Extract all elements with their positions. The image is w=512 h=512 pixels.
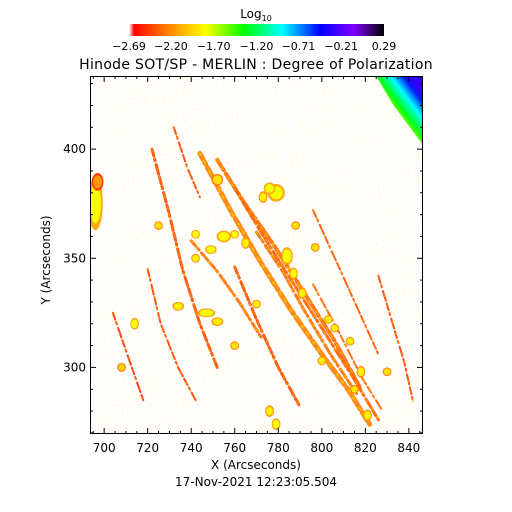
- polarization-patch: [231, 230, 238, 238]
- polarization-strand: [312, 283, 384, 413]
- polarization-patch: [253, 300, 260, 308]
- polarization-strand-core: [234, 266, 301, 408]
- polarization-patch: [212, 318, 222, 325]
- polarization-patch: [292, 222, 299, 229]
- polarization-patch: [312, 244, 319, 251]
- polarization-patch: [318, 357, 326, 365]
- polarization-strand-core: [147, 268, 197, 401]
- polarization-patch: [259, 192, 267, 202]
- colorbar-tick-label: −0.71: [282, 40, 316, 53]
- polarization-patch: [331, 324, 339, 332]
- x-tick-label: 760: [223, 441, 246, 455]
- timestamp: 17-Nov-2021 12:23:05.504: [175, 475, 337, 489]
- polarization-strand: [312, 209, 380, 356]
- x-tick-label: 780: [267, 441, 290, 455]
- x-axis: 700 720 740 760 780 800 820 840: [93, 76, 420, 455]
- y-axis: 300 350 400: [63, 83, 423, 434]
- polarization-strand-core: [198, 152, 371, 426]
- polarization-patch: [242, 238, 249, 248]
- polarization-patch: [192, 255, 199, 262]
- y-tick-label: 400: [63, 142, 86, 156]
- polarization-patch: [357, 367, 365, 377]
- polarization-strand-core: [173, 126, 201, 198]
- polarization-patch: [192, 230, 199, 238]
- heatmap-panel: [90, 76, 423, 434]
- colorbar-tick-label: −1.70: [197, 40, 231, 53]
- polarization-patch: [325, 316, 332, 323]
- polarization-patch: [298, 288, 306, 298]
- colorbar-tick-label: −1.20: [240, 40, 274, 53]
- polarization-patch: [282, 249, 292, 263]
- polarization-patch: [118, 364, 125, 371]
- polarization-patch: [155, 222, 162, 229]
- x-tick-label: 820: [354, 441, 377, 455]
- colorbar-label-subscript: 10: [262, 14, 272, 23]
- chart-title: Hinode SOT/SP - MERLIN : Degree of Polar…: [79, 57, 433, 73]
- polarization-patch: [364, 411, 371, 420]
- colorbar-tick-label: −2.69: [112, 40, 146, 53]
- polarization-strand: [111, 311, 145, 402]
- x-axis-label: X (Arcseconds): [211, 458, 301, 472]
- colorbar-tick-label: −0.21: [324, 40, 358, 53]
- y-axis-label: Y (Arcseconds): [39, 215, 53, 305]
- x-tick-label: 800: [310, 441, 333, 455]
- x-tick-label: 840: [397, 441, 420, 455]
- polarization-patch: [131, 319, 138, 329]
- polarization-patch: [351, 385, 358, 393]
- polarization-patch: [199, 309, 213, 317]
- limb-region: [376, 76, 423, 145]
- y-tick-label: 350: [63, 251, 86, 265]
- x-tick-label: 700: [93, 441, 116, 455]
- polarization-patch: [218, 232, 230, 241]
- colorbar-gradient: [129, 24, 384, 36]
- polarization-patch: [266, 406, 273, 416]
- colorbar-label: Log10: [240, 7, 272, 23]
- polarization-strand-core: [234, 187, 379, 421]
- polarization-patch: [231, 342, 238, 349]
- colorbar-ticks: −2.69 −2.20 −1.70 −1.20 −0.71 −0.21 0.29: [112, 40, 396, 53]
- colorbar-label-prefix: Log: [240, 7, 261, 21]
- colorbar-tick-label: −2.20: [154, 40, 188, 53]
- polarization-strand-core: [255, 231, 358, 395]
- polarization-strand-core: [377, 275, 414, 403]
- polarization-strand: [150, 147, 219, 369]
- colorbar-tick-label: 0.29: [372, 40, 397, 53]
- x-tick-label: 720: [136, 441, 159, 455]
- polarization-patch: [290, 269, 297, 278]
- polarization-patch: [265, 184, 274, 193]
- polarization-patch: [346, 337, 354, 345]
- y-tick-label: 300: [63, 360, 86, 374]
- polarization-patch: [212, 175, 222, 185]
- polarization-patch: [90, 184, 101, 224]
- polarization-patch: [93, 175, 102, 189]
- polarization-patch: [272, 419, 280, 429]
- polarization-strand-core: [190, 240, 262, 338]
- colorbar: Log10 −2.69 −2.20 −1.70 −1.20 −0.71 −0.21 0.29: [112, 7, 396, 53]
- polarization-patch: [383, 368, 391, 376]
- polarization-patch: [206, 246, 216, 253]
- heatmap-features: [90, 126, 415, 431]
- x-tick-label: 740: [180, 441, 203, 455]
- polarization-patch: [173, 303, 183, 310]
